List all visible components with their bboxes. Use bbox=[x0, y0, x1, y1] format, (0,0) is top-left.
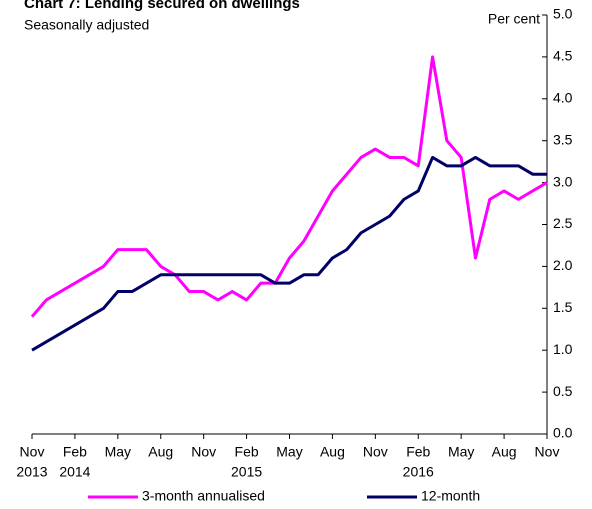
y-tick-label: 0.0 bbox=[553, 425, 573, 441]
chart-subtitle: Seasonally adjusted bbox=[24, 17, 149, 33]
y-tick-label: 1.0 bbox=[553, 341, 573, 357]
y-tick-label: 0.5 bbox=[553, 383, 573, 399]
x-tick-year: 2016 bbox=[403, 464, 434, 480]
x-tick-label: Feb bbox=[406, 444, 430, 460]
y-axis-label: Per cent bbox=[488, 11, 540, 27]
x-tick-label: Aug bbox=[492, 444, 517, 460]
y-tick-label: 2.5 bbox=[553, 215, 573, 231]
x-tick-label: Feb bbox=[235, 444, 259, 460]
y-tick-label: 1.5 bbox=[553, 299, 573, 315]
x-tick-label: May bbox=[448, 444, 474, 460]
x-tick-label: Aug bbox=[320, 444, 345, 460]
y-tick-label: 2.0 bbox=[553, 257, 573, 273]
x-tick-label: Feb bbox=[63, 444, 87, 460]
x-tick-year: 2014 bbox=[59, 464, 90, 480]
x-tick-label: May bbox=[105, 444, 131, 460]
chart-title: Chart 7: Lending secured on dwellings bbox=[24, 0, 300, 12]
y-tick-label: 4.0 bbox=[553, 90, 573, 106]
y-tick-label: 4.5 bbox=[553, 48, 573, 64]
y-tick-label: 5.0 bbox=[553, 6, 573, 22]
x-tick-label: Nov bbox=[363, 444, 388, 460]
legend-label: 3-month annualised bbox=[142, 488, 265, 504]
x-tick-label: Nov bbox=[20, 444, 45, 460]
x-tick-label: May bbox=[276, 444, 302, 460]
x-tick-year: 2013 bbox=[16, 464, 47, 480]
x-tick-label: Nov bbox=[535, 444, 560, 460]
y-tick-label: 3.5 bbox=[553, 131, 573, 147]
legend-label: 12-month bbox=[421, 488, 480, 504]
y-tick-label: 3.0 bbox=[553, 173, 573, 189]
series-line bbox=[31, 155, 547, 352]
x-tick-label: Aug bbox=[148, 444, 173, 460]
series-line bbox=[30, 55, 548, 318]
x-tick-label: Nov bbox=[191, 444, 216, 460]
x-tick-year: 2015 bbox=[231, 464, 262, 480]
